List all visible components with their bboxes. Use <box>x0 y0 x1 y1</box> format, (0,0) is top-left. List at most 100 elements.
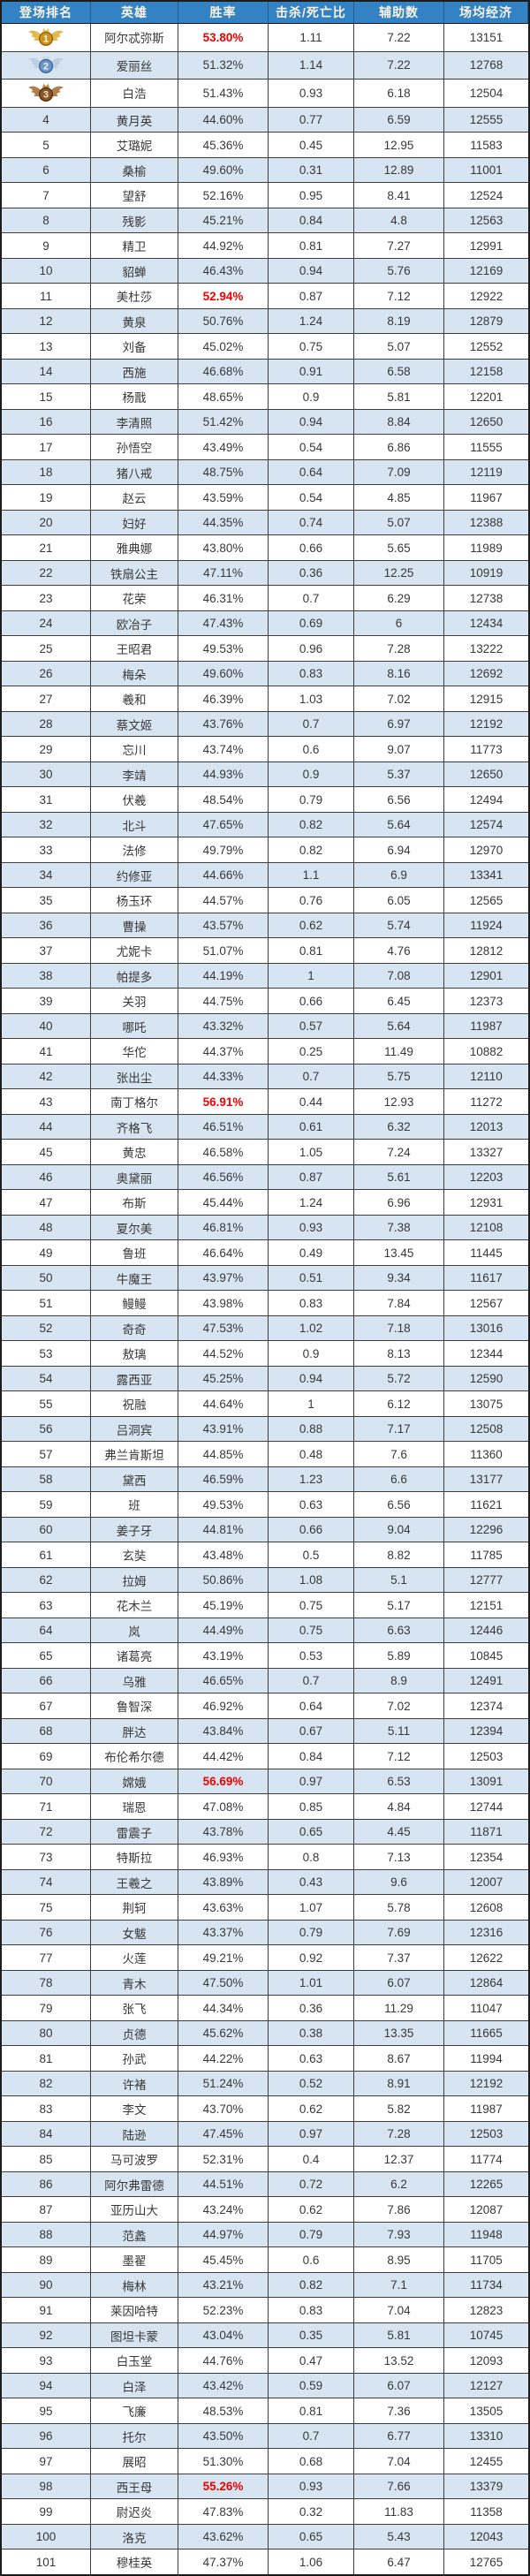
assists-value: 5.81 <box>354 384 444 409</box>
assists-value: 5.65 <box>354 535 444 560</box>
economy-value: 12087 <box>469 2202 504 2216</box>
win-rate-value: 49.60% <box>178 157 269 183</box>
kd-ratio-value: 0.88 <box>269 1416 354 1442</box>
assists-value: 6.32 <box>354 1114 444 1140</box>
rank-cell: 28 <box>2 711 91 737</box>
table-row: 58 黛西 46.59% 1.23 6.6 13177 <box>2 1466 528 1493</box>
hero-name: 奥黛丽 <box>91 1164 178 1190</box>
win-rate-value: 43.59% <box>178 485 269 510</box>
economy-value: 13379 <box>469 2480 504 2494</box>
economy-value: 11871 <box>470 1825 503 1839</box>
hero-name: 祝融 <box>91 1391 178 1416</box>
win-rate-value: 45.19% <box>178 1593 269 1618</box>
win-rate-value: 46.92% <box>178 1693 269 1718</box>
hero-name: 贞德 <box>91 2020 178 2046</box>
economy-value: 12503 <box>469 1749 504 1763</box>
economy-value: 10882 <box>469 1044 504 1058</box>
win-rate-value: 43.63% <box>178 1895 269 1920</box>
table-row: 51 鳗鳗 43.98% 0.83 7.84 12567 <box>2 1291 528 1316</box>
rank-cell: 12 <box>2 308 91 334</box>
table-row: 11 美杜莎 52.94% 0.87 7.12 12922 <box>2 284 528 309</box>
rank-cell: 89 <box>2 2247 91 2272</box>
win-rate-value: 44.37% <box>178 1039 269 1064</box>
assists-value: 6.56 <box>354 787 444 812</box>
hero-name: 班 <box>91 1492 178 1517</box>
hero-name: 乌雅 <box>91 1668 178 1693</box>
rank-cell: 16 <box>2 409 91 435</box>
column-header-assists: 辅助数 <box>354 2 444 23</box>
assists-value: 7.17 <box>354 1416 444 1442</box>
assists-value: 8.82 <box>354 1542 444 1567</box>
table-row: 20 妇好 44.35% 0.74 5.07 12388 <box>2 510 528 536</box>
win-rate-value: 44.97% <box>178 2222 269 2247</box>
assists-value: 6.45 <box>354 989 444 1013</box>
hero-name: 梅朵 <box>91 661 178 686</box>
hero-name: 嫦娥 <box>91 1769 178 1794</box>
kd-ratio-value: 1.03 <box>269 686 354 711</box>
win-rate-value: 46.93% <box>178 1845 269 1869</box>
rank-cell: 19 <box>2 485 91 510</box>
rank-cell: 91 <box>2 2298 91 2322</box>
hero-name: 女魃 <box>91 1920 178 1945</box>
win-rate-value: 43.04% <box>178 2322 269 2348</box>
table-row: 63 花木兰 45.19% 0.75 5.17 12151 <box>2 1593 528 1618</box>
economy-value: 12650 <box>469 415 504 429</box>
assists-value: 4.85 <box>354 485 444 510</box>
hero-name: 桑榆 <box>91 157 178 183</box>
economy-value: 12991 <box>469 239 504 253</box>
win-rate-value: 43.42% <box>178 2373 269 2398</box>
win-rate-value: 48.54% <box>178 787 269 812</box>
rank-cell: 87 <box>2 2197 91 2222</box>
svg-text:1: 1 <box>43 34 49 44</box>
table-row: 34 约修亚 44.66% 1.1 6.9 13341 <box>2 862 528 889</box>
table-row: 79 张飞 44.34% 0.36 11.29 11047 <box>2 1996 528 2021</box>
kd-ratio-value: 0.94 <box>269 258 354 284</box>
win-rate-value: 43.21% <box>178 2272 269 2298</box>
assists-value: 5.64 <box>354 1013 444 1039</box>
economy-value: 12374 <box>469 1699 504 1713</box>
rank-cell: 64 <box>2 1618 91 1643</box>
rank-cell: 67 <box>2 1693 91 1718</box>
hero-name: 胖达 <box>91 1718 178 1744</box>
economy-value: 11994 <box>470 2051 503 2065</box>
kd-ratio-value: 0.96 <box>269 636 354 661</box>
win-rate-value: 43.49% <box>178 435 269 459</box>
economy-value: 13505 <box>469 2404 504 2418</box>
win-rate-value: 43.98% <box>178 1291 269 1315</box>
table-row: 5 艾璐妮 45.36% 0.45 12.95 11583 <box>2 133 528 158</box>
win-rate-value: 46.43% <box>178 258 269 284</box>
economy-value: 12491 <box>469 1674 504 1688</box>
rank-cell: 99 <box>2 2499 91 2524</box>
kd-ratio-value: 0.75 <box>269 1618 354 1643</box>
economy-value: 12590 <box>469 1372 504 1386</box>
assists-value: 6.29 <box>354 586 444 610</box>
svg-text:2: 2 <box>43 62 49 72</box>
win-rate-value: 51.24% <box>178 2071 269 2096</box>
economy-value: 12922 <box>469 289 504 303</box>
table-row: 26 梅朵 49.60% 0.83 8.16 12692 <box>2 661 528 687</box>
rank-cell: 75 <box>2 1895 91 1920</box>
assists-value: 7.09 <box>354 459 444 485</box>
rank-cell: 47 <box>2 1190 91 1215</box>
hero-name: 奇奇 <box>91 1315 178 1341</box>
assists-value: 5.43 <box>354 2524 444 2549</box>
economy-value: 12108 <box>469 1221 504 1235</box>
economy-value: 12823 <box>469 2303 504 2317</box>
economy-value: 12354 <box>469 1850 504 1864</box>
assists-value: 8.13 <box>354 1341 444 1366</box>
economy-value: 12013 <box>469 1120 504 1134</box>
win-rate-value: 52.23% <box>178 2298 269 2322</box>
win-rate-value: 43.70% <box>178 2096 269 2121</box>
hero-name: 妇好 <box>91 510 178 535</box>
hero-name: 猪八戒 <box>91 459 178 485</box>
hero-name: 美杜莎 <box>91 284 178 308</box>
rank-cell: 50 <box>2 1265 91 1291</box>
rank-cell: 37 <box>2 938 91 963</box>
win-rate-value: 48.75% <box>178 459 269 485</box>
hero-name: 杨戬 <box>91 384 178 409</box>
kd-ratio-value: 0.93 <box>269 1215 354 1240</box>
economy-value: 12970 <box>469 843 504 857</box>
assists-value: 7.28 <box>354 2121 444 2147</box>
kd-ratio-value: 0.7 <box>269 1668 354 1693</box>
